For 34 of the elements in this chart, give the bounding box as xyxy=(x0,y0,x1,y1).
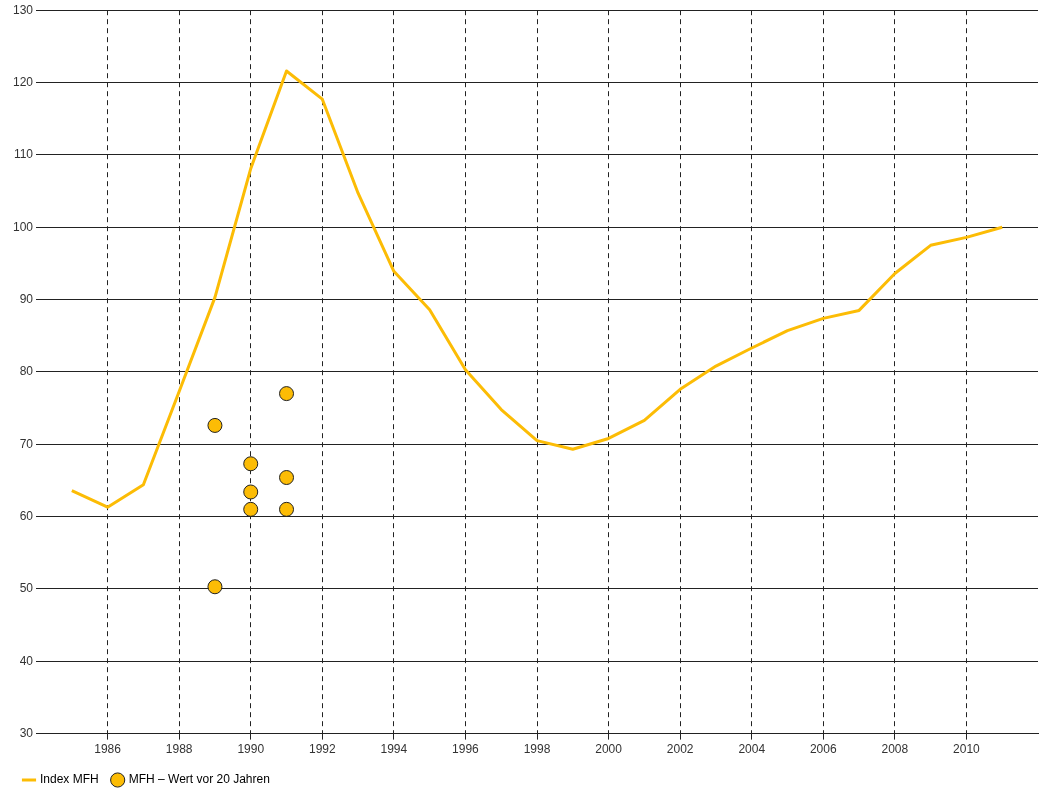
point xyxy=(243,501,259,517)
y-tick-label: 130 xyxy=(12,2,34,17)
x-tick-label: 1994 xyxy=(380,742,408,757)
legend-label: Index MFH xyxy=(40,772,99,787)
x-tick-label: 2000 xyxy=(595,742,623,757)
x-tick-label: 1986 xyxy=(94,742,122,757)
y-tick-label: 30 xyxy=(19,725,34,740)
x-tick-label: 1990 xyxy=(237,742,265,757)
y-tick-label: 100 xyxy=(12,219,34,234)
point xyxy=(279,470,295,486)
point xyxy=(207,579,223,595)
y-tick-label: 50 xyxy=(19,581,34,596)
x-tick-label: 2002 xyxy=(666,742,694,757)
x-tick-label: 2008 xyxy=(881,742,909,757)
y-tick-label: 120 xyxy=(12,74,34,89)
x-tick-label: 1998 xyxy=(523,742,551,757)
y-tick-label: 90 xyxy=(19,291,34,306)
x-tick-label: 2004 xyxy=(738,742,766,757)
legend-label: MFH – Wert vor 20 Jahren xyxy=(128,772,270,787)
x-tick-label: 2006 xyxy=(809,742,837,757)
point xyxy=(279,386,295,402)
x-tick-label: 1992 xyxy=(308,742,336,757)
y-tick-label: 70 xyxy=(19,436,34,451)
y-tick-label: 40 xyxy=(19,653,34,668)
x-tick-label: 2010 xyxy=(953,742,981,757)
point xyxy=(243,484,259,500)
x-tick-label: 1996 xyxy=(452,742,480,757)
point xyxy=(207,417,223,433)
x-tick-label: 1988 xyxy=(165,742,193,757)
y-tick-label: 110 xyxy=(13,147,34,162)
y-tick-label: 60 xyxy=(19,508,34,523)
y-tick-label: 80 xyxy=(19,364,34,379)
point xyxy=(279,501,295,517)
point xyxy=(243,456,259,472)
